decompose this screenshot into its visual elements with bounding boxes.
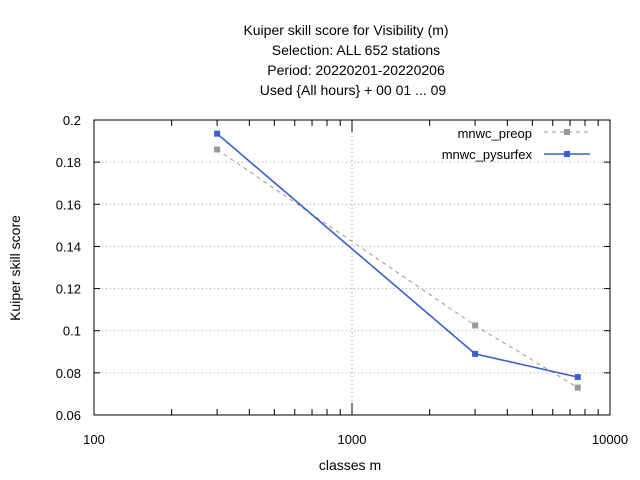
x-tick-label: 10000 [592, 432, 628, 447]
chart-title: Kuiper skill score for Visibility (m) Se… [243, 22, 448, 98]
data-point-mnwc_pysurfex [574, 374, 581, 381]
title-line-4: Used {All hours} + 00 01 ... 09 [260, 82, 447, 98]
y-tick-label: 0.1 [63, 324, 81, 339]
legend-label-mnwc-pysurfex: mnwc_pysurfex [442, 147, 533, 162]
data-point-mnwc_preop [574, 384, 581, 391]
title-line-1: Kuiper skill score for Visibility (m) [243, 22, 448, 38]
y-tick-label: 0.14 [56, 239, 81, 254]
legend: mnwc_preop mnwc_pysurfex [442, 126, 590, 162]
y-tick-label: 0.18 [56, 155, 81, 170]
y-tick-label: 0.2 [63, 113, 81, 128]
x-tick-labels: 100 1000 10000 [83, 432, 628, 447]
data-point-mnwc_pysurfex [214, 130, 221, 137]
data-point-mnwc_preop [214, 146, 221, 153]
y-axis-label: Kuiper skill score [7, 215, 23, 321]
series-line-mnwc_pysurfex [216, 133, 578, 378]
x-axis-label: classes m [319, 457, 381, 473]
data-point-mnwc_pysurfex [472, 350, 479, 357]
x-tick-label: 100 [83, 432, 105, 447]
grid [94, 120, 610, 415]
y-tick-label: 0.12 [56, 282, 81, 297]
legend-label-mnwc-preop: mnwc_preop [458, 126, 532, 141]
data-point-mnwc_preop [472, 322, 479, 329]
legend-marker-mnwc_pysurfex [564, 151, 570, 157]
y-tick-label: 0.16 [56, 197, 81, 212]
legend-marker-mnwc_preop [564, 129, 570, 135]
series-layer [214, 130, 581, 391]
plot-frame [93, 119, 611, 416]
series-line-mnwc_preop [216, 149, 579, 389]
y-tick-labels: 0.06 0.08 0.1 0.12 0.14 0.16 0.18 0.2 [56, 113, 81, 423]
y-tick-label: 0.08 [56, 366, 81, 381]
y-tick-label: 0.06 [56, 408, 81, 423]
title-line-2: Selection: ALL 652 stations [272, 42, 440, 58]
title-line-3: Period: 20220201-20220206 [267, 62, 445, 78]
x-tick-label: 1000 [338, 432, 367, 447]
